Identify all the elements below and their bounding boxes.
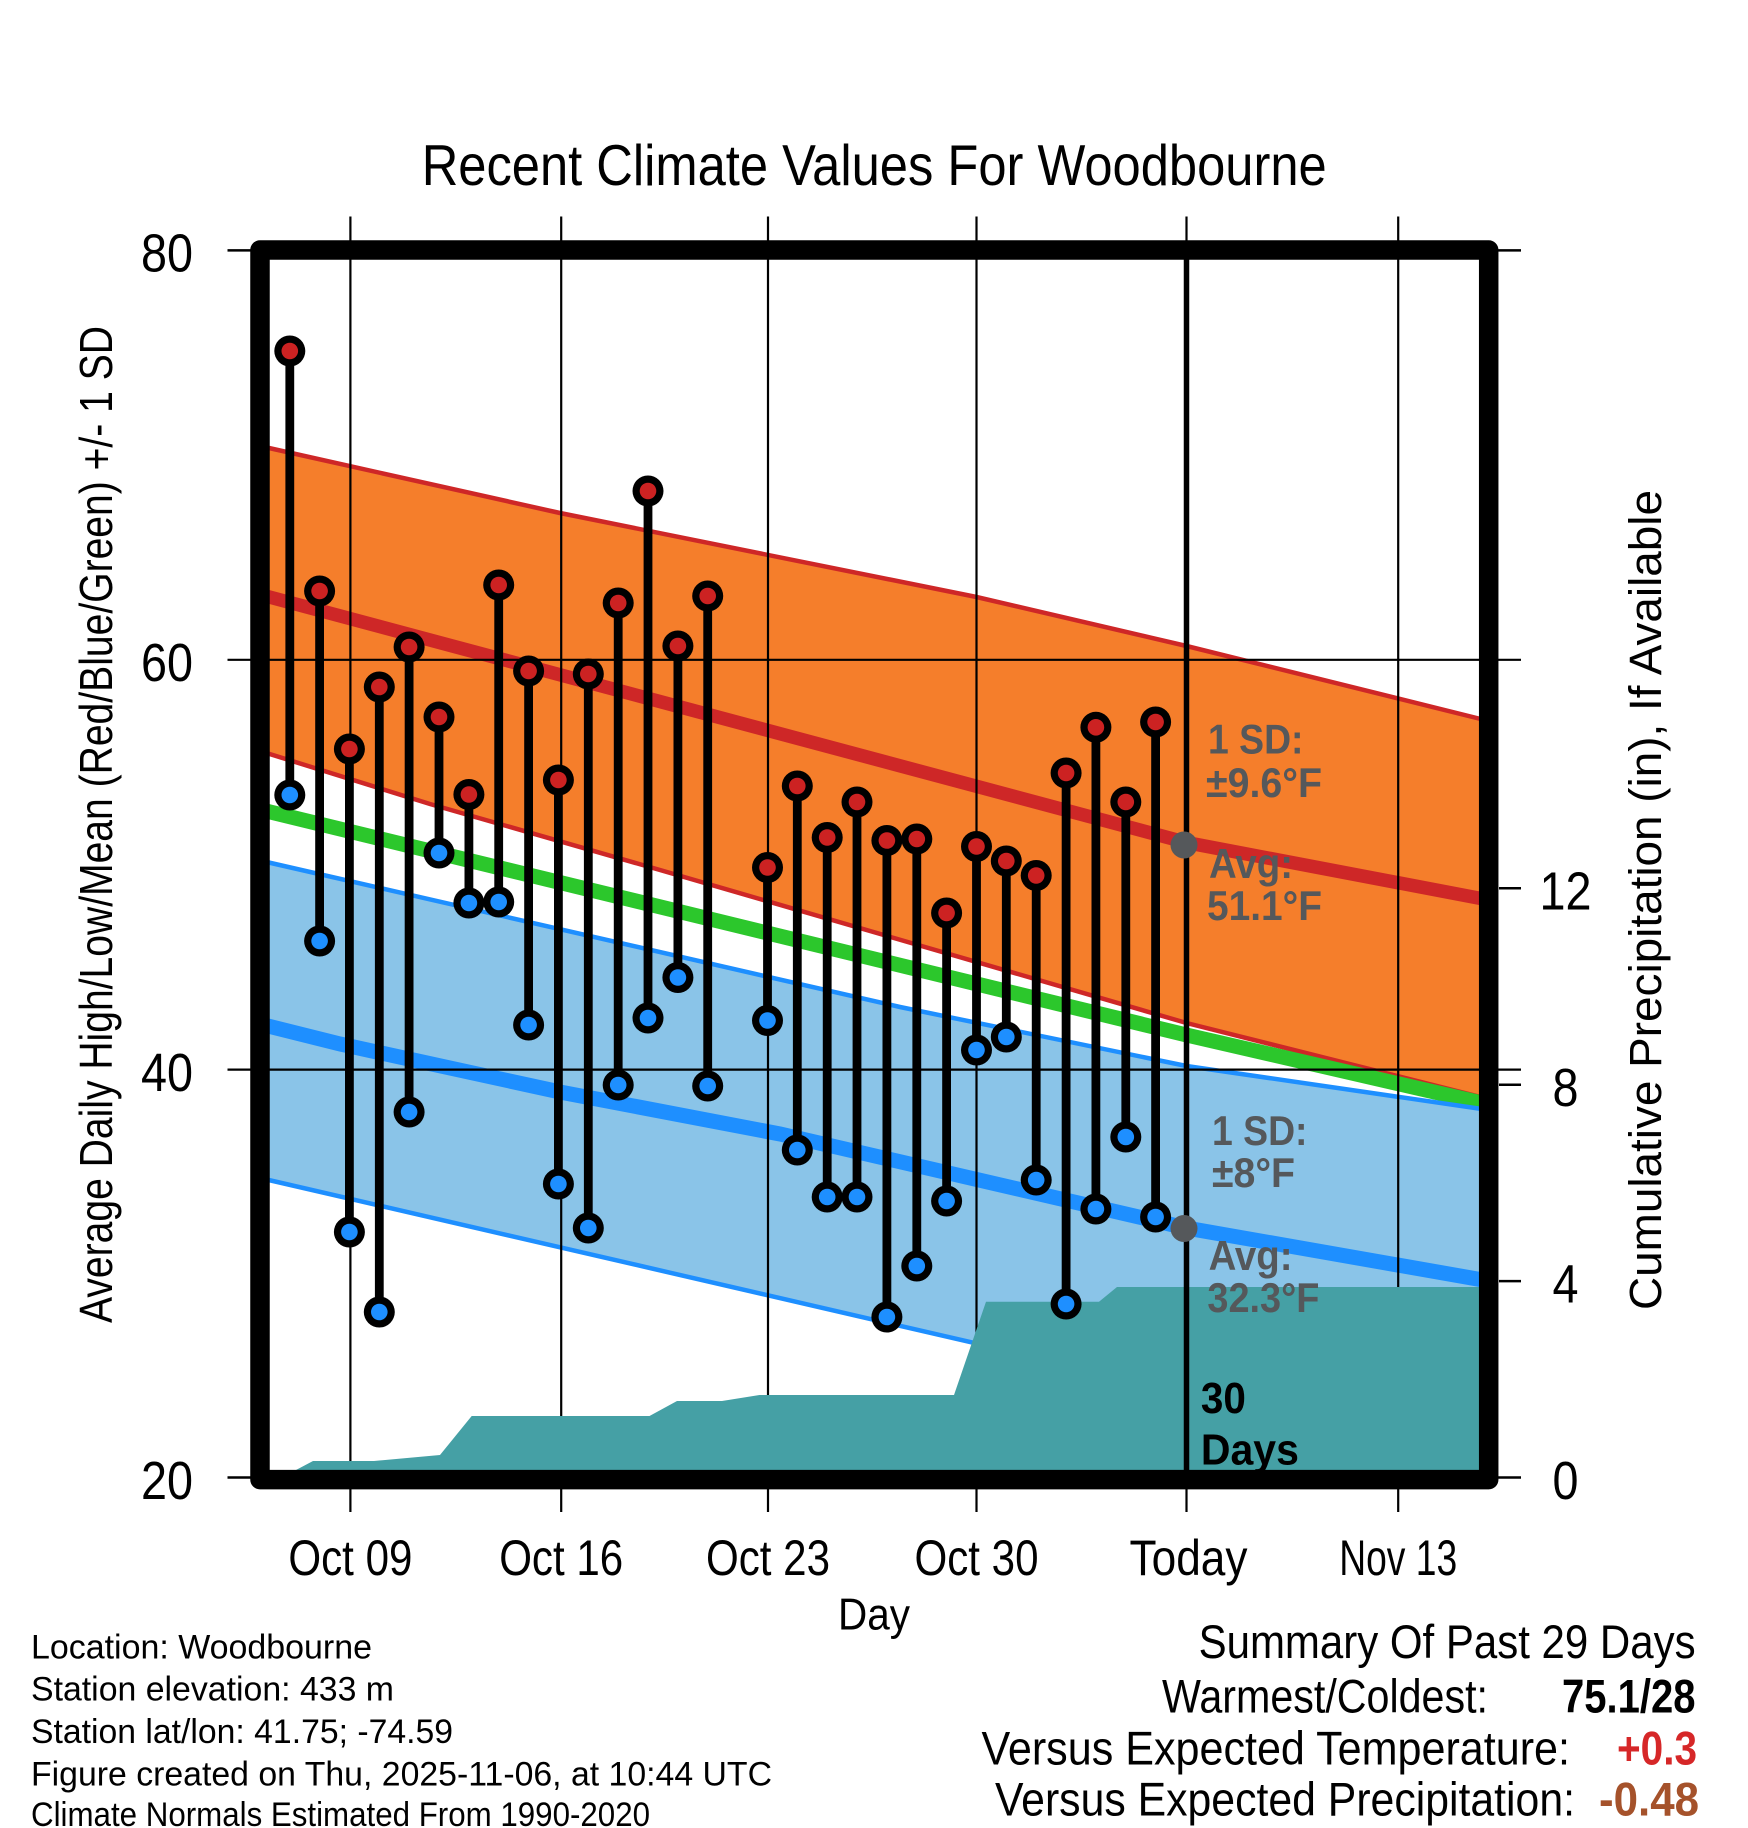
svg-text:Summary Of Past 29 Days: Summary Of Past 29 Days <box>1199 1615 1696 1668</box>
svg-text:Cumulative Precipitation (in),: Cumulative Precipitation (in), If Availa… <box>1620 490 1671 1310</box>
svg-text:Recent Climate Values For Wood: Recent Climate Values For Woodbourne <box>422 134 1327 198</box>
svg-text:1 SD:: 1 SD: <box>1212 1107 1308 1154</box>
svg-text:80: 80 <box>141 223 193 283</box>
svg-text:Avg:: Avg: <box>1209 1232 1293 1279</box>
svg-text:Average Daily High/Low/Mean (R: Average Daily High/Low/Mean (Red/Blue/Gr… <box>70 326 122 1323</box>
svg-text:+0.3: +0.3 <box>1617 1722 1697 1775</box>
svg-text:Days: Days <box>1201 1426 1299 1475</box>
svg-text:Location: Woodbourne: Location: Woodbourne <box>31 1629 372 1667</box>
svg-text:Oct 09: Oct 09 <box>288 1530 412 1586</box>
svg-text:32.3°F: 32.3°F <box>1207 1274 1319 1321</box>
svg-text:12: 12 <box>1540 862 1592 922</box>
svg-text:±9.6°F: ±9.6°F <box>1206 759 1322 806</box>
svg-text:Versus Expected Temperature:: Versus Expected Temperature: <box>982 1722 1571 1775</box>
svg-text:20: 20 <box>141 1451 193 1511</box>
svg-text:Oct 16: Oct 16 <box>499 1530 623 1586</box>
svg-text:Warmest/Coldest:: Warmest/Coldest: <box>1162 1670 1488 1723</box>
svg-text:Oct 30: Oct 30 <box>915 1530 1039 1586</box>
svg-text:Nov 13: Nov 13 <box>1339 1530 1457 1586</box>
svg-text:40: 40 <box>141 1043 193 1103</box>
svg-text:Day: Day <box>838 1591 911 1640</box>
svg-text:1 SD:: 1 SD: <box>1208 716 1304 763</box>
svg-text:0: 0 <box>1553 1451 1579 1511</box>
svg-text:Versus Expected Precipitation:: Versus Expected Precipitation: <box>995 1773 1575 1826</box>
svg-text:-0.48: -0.48 <box>1599 1773 1699 1826</box>
svg-text:±8°F: ±8°F <box>1212 1149 1295 1196</box>
svg-text:Station elevation: 433 m: Station elevation: 433 m <box>31 1671 394 1709</box>
svg-text:Figure created on Thu, 2025-11: Figure created on Thu, 2025-11-06, at 10… <box>31 1756 772 1794</box>
svg-text:75.1/28: 75.1/28 <box>1562 1670 1696 1723</box>
svg-text:51.1°F: 51.1°F <box>1207 882 1322 929</box>
svg-text:Climate Normals Estimated From: Climate Normals Estimated From 1990-2020 <box>31 1796 650 1828</box>
svg-text:60: 60 <box>141 633 193 693</box>
svg-text:8: 8 <box>1553 1058 1579 1118</box>
svg-text:Oct 23: Oct 23 <box>706 1530 830 1586</box>
svg-text:Station lat/lon: 41.75; -74.59: Station lat/lon: 41.75; -74.59 <box>31 1713 453 1751</box>
svg-text:30: 30 <box>1201 1374 1246 1423</box>
svg-text:Today: Today <box>1130 1530 1248 1586</box>
svg-text:4: 4 <box>1553 1255 1579 1315</box>
svg-text:Avg:: Avg: <box>1209 840 1293 887</box>
